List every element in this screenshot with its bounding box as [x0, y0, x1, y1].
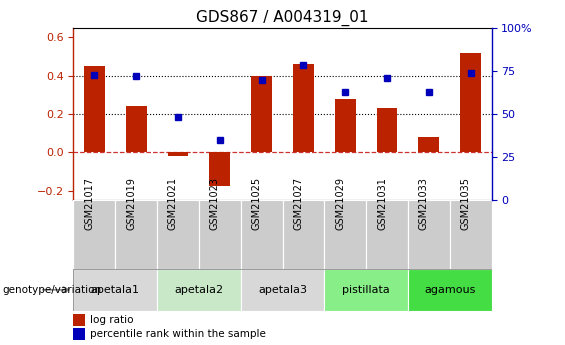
Text: percentile rank within the sample: percentile rank within the sample [90, 329, 266, 339]
Bar [282, 200, 324, 269]
Text: GSM21033: GSM21033 [419, 177, 429, 230]
Bar [241, 269, 324, 310]
Text: GSM21019: GSM21019 [126, 177, 136, 230]
Bar [324, 269, 408, 310]
Bar [450, 200, 492, 269]
Bar [293, 64, 314, 152]
Text: GSM21025: GSM21025 [251, 177, 262, 230]
Title: GDS867 / A004319_01: GDS867 / A004319_01 [196, 10, 369, 26]
Bar [418, 137, 440, 152]
Text: GSM21023: GSM21023 [210, 177, 220, 230]
Bar [460, 52, 481, 152]
Bar [73, 200, 115, 269]
Bar [334, 99, 356, 152]
Bar [241, 200, 282, 269]
Text: apetala2: apetala2 [175, 285, 223, 295]
Bar [209, 152, 231, 186]
Bar [324, 200, 366, 269]
Bar [408, 269, 492, 310]
Text: GSM21035: GSM21035 [460, 177, 471, 230]
Bar [408, 200, 450, 269]
Bar [199, 200, 241, 269]
Text: GSM21031: GSM21031 [377, 177, 387, 230]
Text: genotype/variation: genotype/variation [3, 285, 102, 295]
Bar [157, 200, 199, 269]
Bar [167, 152, 189, 156]
Text: GSM21017: GSM21017 [84, 177, 94, 230]
Bar [377, 108, 398, 152]
Text: GSM21021: GSM21021 [168, 177, 178, 230]
Text: apetala1: apetala1 [91, 285, 140, 295]
Bar [84, 66, 105, 152]
Text: GSM21029: GSM21029 [335, 177, 345, 230]
Bar [73, 269, 157, 310]
Text: apetala3: apetala3 [258, 285, 307, 295]
Text: agamous: agamous [424, 285, 475, 295]
Bar [366, 200, 408, 269]
Bar [251, 76, 272, 152]
Text: GSM21027: GSM21027 [293, 177, 303, 230]
Text: pistillata: pistillata [342, 285, 390, 295]
Bar [115, 200, 157, 269]
Text: log ratio: log ratio [90, 315, 134, 325]
Bar [125, 106, 147, 152]
Bar [157, 269, 241, 310]
